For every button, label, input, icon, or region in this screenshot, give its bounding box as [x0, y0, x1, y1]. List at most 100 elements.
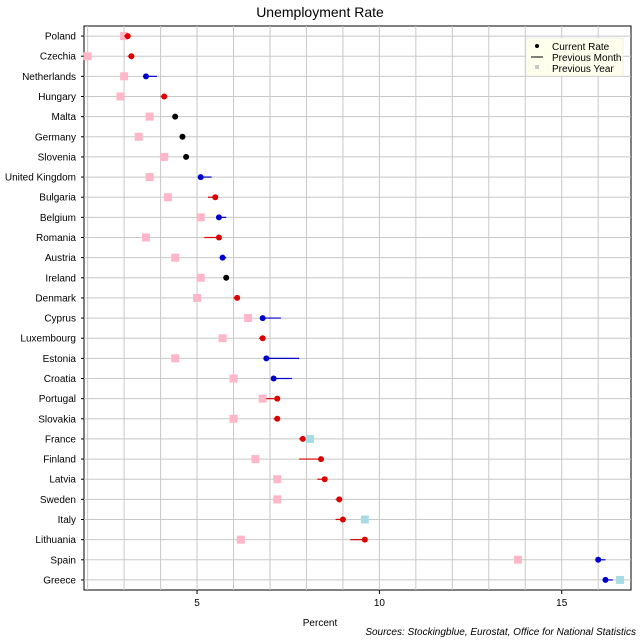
current-rate-marker — [212, 194, 219, 201]
current-rate-marker — [234, 294, 241, 301]
previous-year-marker — [134, 132, 143, 141]
x-tick-label: 5 — [194, 598, 200, 609]
country-row: Luxembourg — [20, 334, 266, 345]
previous-year-marker — [116, 92, 125, 101]
current-rate-marker — [336, 496, 343, 503]
previous-year-marker — [258, 394, 267, 403]
country-row: Sweden — [40, 495, 343, 506]
country-label: Portugal — [39, 394, 76, 405]
current-rate-marker — [274, 415, 281, 422]
previous-year-marker — [236, 535, 245, 544]
previous-year-marker — [141, 233, 150, 242]
current-rate-marker — [274, 395, 281, 402]
country-label: Germany — [35, 132, 76, 143]
x-axis-label: Percent — [303, 618, 338, 629]
country-row: Germany — [35, 132, 186, 143]
country-label: Lithuania — [35, 535, 76, 546]
country-label: Bulgaria — [39, 193, 76, 204]
previous-year-marker — [163, 193, 172, 202]
country-label: Finland — [43, 455, 76, 466]
current-rate-marker — [124, 33, 131, 40]
source-note: Sources: Stockingblue, Eurostat, Office … — [365, 627, 636, 638]
previous-year-marker — [160, 152, 169, 161]
country-label: Spain — [50, 555, 76, 566]
country-row: Ireland — [45, 273, 230, 284]
current-rate-marker — [270, 375, 277, 382]
country-rows: Poland Czechia Netherlands Hungary Malta Germ… — [5, 32, 625, 586]
plot-area — [83, 25, 632, 591]
country-row: Lithuania — [35, 535, 368, 546]
previous-year-marker — [218, 334, 227, 343]
current-rate-marker — [128, 53, 135, 60]
current-rate-marker — [259, 315, 266, 322]
previous-year-marker — [145, 112, 154, 121]
country-row: Italy — [58, 515, 369, 526]
current-rate-marker — [263, 355, 270, 362]
legend-year-marker — [535, 65, 539, 69]
country-row: Slovakia — [38, 414, 281, 425]
country-row: Croatia — [44, 374, 292, 385]
previous-year-marker — [273, 475, 282, 484]
country-row: United Kingdom — [5, 173, 212, 184]
country-row: Greece — [43, 575, 625, 586]
country-row: Denmark — [35, 293, 241, 304]
previous-year-marker — [83, 52, 92, 61]
country-row: Spain — [50, 555, 606, 566]
country-label: Italy — [58, 515, 76, 526]
x-tick-label: 15 — [556, 598, 568, 609]
current-rate-marker — [595, 556, 602, 563]
previous-year-marker — [229, 374, 238, 383]
country-row: Czechia — [40, 52, 135, 63]
previous-year-marker — [244, 314, 253, 323]
country-row: Latvia — [49, 475, 328, 486]
country-label: Belgium — [40, 213, 76, 224]
current-rate-marker — [223, 274, 230, 281]
country-label: France — [45, 434, 77, 445]
current-rate-marker — [215, 214, 222, 221]
country-row: Cyprus — [44, 314, 281, 325]
previous-year-marker — [229, 414, 238, 423]
current-rate-marker — [339, 516, 346, 523]
country-row: Bulgaria — [39, 193, 219, 204]
current-rate-marker — [259, 335, 266, 342]
current-rate-marker — [197, 174, 204, 181]
country-label: Luxembourg — [20, 334, 76, 345]
country-label: Malta — [52, 112, 77, 123]
country-label: United Kingdom — [5, 173, 76, 184]
country-label: Latvia — [49, 475, 76, 486]
previous-year-marker — [251, 455, 260, 464]
country-label: Hungary — [38, 92, 76, 103]
current-rate-marker — [179, 133, 186, 140]
country-label: Netherlands — [22, 72, 76, 83]
previous-year-marker — [196, 273, 205, 282]
country-row: Poland — [45, 32, 131, 43]
country-label: Ireland — [45, 273, 76, 284]
previous-year-marker — [145, 173, 154, 182]
previous-year-marker — [616, 575, 625, 584]
country-row: Netherlands — [22, 72, 157, 83]
country-label: Slovakia — [38, 414, 76, 425]
country-label: Cyprus — [44, 314, 76, 325]
country-label: Romania — [36, 233, 76, 244]
country-label: Denmark — [35, 293, 77, 304]
x-tick-label: 10 — [374, 598, 386, 609]
previous-year-marker — [273, 495, 282, 504]
country-row: Romania — [36, 233, 222, 244]
country-row: Malta — [52, 112, 179, 123]
country-row: Hungary — [38, 92, 168, 103]
previous-year-marker — [306, 434, 315, 443]
current-rate-marker — [361, 536, 368, 543]
country-label: Slovenia — [38, 152, 77, 163]
current-rate-marker — [318, 456, 325, 463]
country-label: Sweden — [40, 495, 76, 506]
current-rate-marker — [142, 73, 149, 80]
country-row: Portugal — [39, 394, 281, 405]
legend-year-label: Previous Year — [552, 64, 614, 75]
country-label: Estonia — [43, 354, 77, 365]
previous-year-marker — [513, 555, 522, 564]
current-rate-marker — [602, 576, 609, 583]
x-axis: 5 10 15 — [194, 590, 568, 609]
country-row: Belgium — [40, 213, 227, 224]
previous-year-marker — [171, 354, 180, 363]
